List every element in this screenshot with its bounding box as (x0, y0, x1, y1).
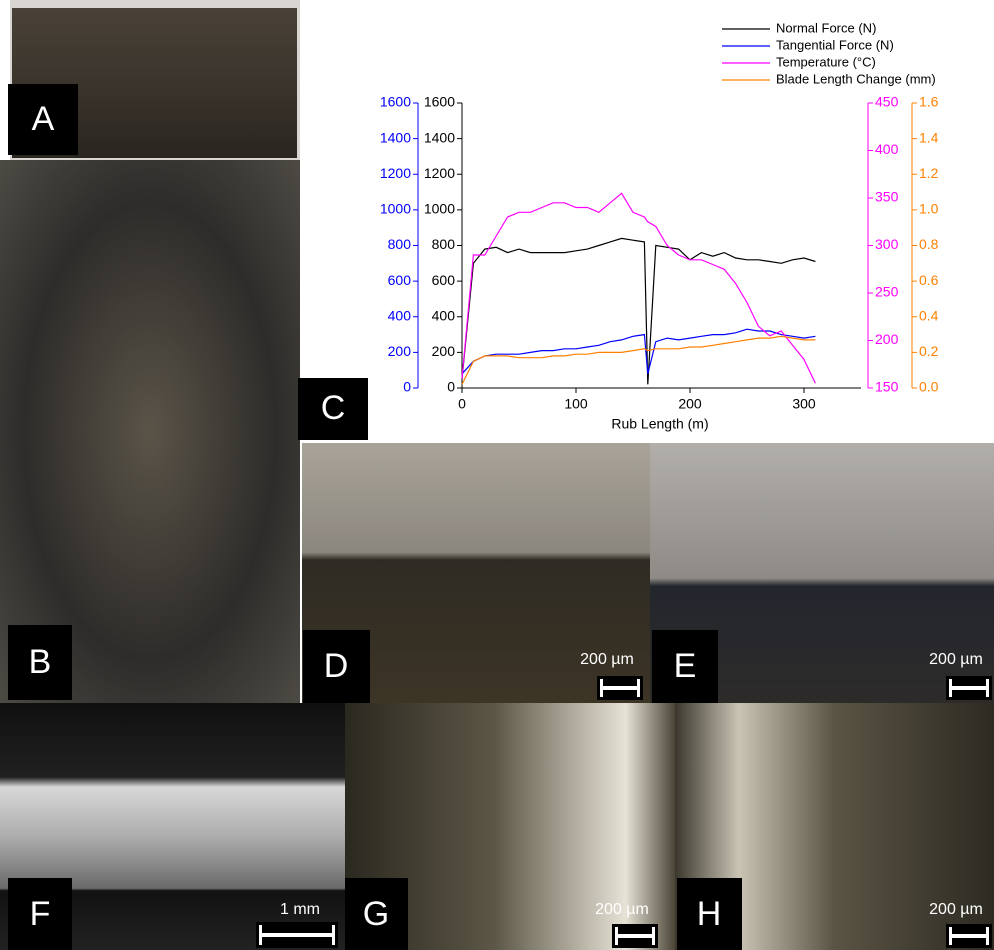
y-tick-label: 0 (447, 379, 455, 395)
y-tick-label: 800 (388, 236, 412, 252)
y-tick-label: 400 (388, 307, 412, 323)
y-tick-label: 0.4 (919, 307, 939, 323)
x-tick-label: 300 (792, 396, 816, 412)
y-tick-label: 1000 (380, 201, 411, 217)
chart: Rub Length (m) 0200400600800100012001400… (380, 20, 939, 431)
y-tick-label: 200 (875, 331, 899, 347)
panel-label: F (30, 895, 51, 933)
y-tick-label: 400 (875, 141, 899, 157)
y-tick-label: 300 (875, 236, 899, 252)
y-tick-label: 0.6 (919, 272, 939, 288)
panel-label: B (29, 643, 52, 681)
photo-b (0, 160, 300, 703)
panel-label: G (363, 895, 389, 933)
scale-bar-label: 200 µm (580, 651, 634, 668)
y-tick-label: 600 (388, 272, 412, 288)
scale-bar (612, 924, 658, 948)
scale-bar-label: 1 mm (280, 901, 320, 918)
series-line (462, 238, 815, 384)
y-tick-label: 1400 (380, 129, 411, 145)
scale-bar-label: 200 µm (595, 901, 649, 918)
panel-label: C (321, 389, 346, 427)
legend-label: Temperature (°C) (776, 54, 876, 69)
panel-label: E (674, 647, 697, 685)
scale-bar-label: 200 µm (929, 901, 983, 918)
y-tick-label: 1400 (424, 129, 455, 145)
y-tick-label: 800 (432, 236, 456, 252)
y-tick-label: 1.2 (919, 165, 939, 181)
y-tick-label: 1000 (424, 201, 455, 217)
series-line (462, 336, 815, 384)
y-tick-label: 400 (432, 307, 456, 323)
y-tick-label: 600 (432, 272, 456, 288)
y-tick-label: 0.8 (919, 236, 939, 252)
y-tick-label: 450 (875, 94, 899, 110)
scale-bar (946, 924, 992, 948)
y-tick-label: 0.0 (919, 379, 939, 395)
y-tick-label: 1200 (424, 165, 455, 181)
y-tick-label: 200 (388, 343, 412, 359)
legend-label: Tangential Force (N) (776, 37, 894, 52)
panel-label: D (324, 647, 349, 685)
x-tick-label: 100 (564, 396, 588, 412)
x-tick-label: 0 (458, 396, 466, 412)
y-tick-label: 0 (403, 379, 411, 395)
y-tick-label: 350 (875, 189, 899, 205)
y-tick-label: 1.0 (919, 201, 939, 217)
scale-bar (256, 922, 338, 948)
y-tick-label: 1600 (380, 94, 411, 110)
legend-label: Blade Length Change (mm) (776, 71, 936, 86)
y-tick-label: 250 (875, 284, 899, 300)
y-tick-label: 1.4 (919, 129, 939, 145)
y-tick-label: 150 (875, 379, 899, 395)
y-tick-label: 1200 (380, 165, 411, 181)
y-tick-label: 0.2 (919, 343, 939, 359)
y-tick-label: 1600 (424, 94, 455, 110)
scale-bar (946, 676, 992, 700)
panel-label: H (697, 895, 722, 933)
x-axis-label: Rub Length (m) (611, 416, 708, 432)
panel-label: A (32, 100, 55, 138)
figure: A B C D E F G H 200 µm 200 µm 1 mm 200 µ… (0, 0, 994, 950)
y-tick-label: 1.6 (919, 94, 939, 110)
scale-bar-label: 200 µm (929, 651, 983, 668)
legend-label: Normal Force (N) (776, 20, 876, 35)
y-tick-label: 200 (432, 343, 456, 359)
series-line (462, 329, 815, 374)
x-tick-label: 200 (678, 396, 702, 412)
scale-bar (597, 676, 643, 700)
